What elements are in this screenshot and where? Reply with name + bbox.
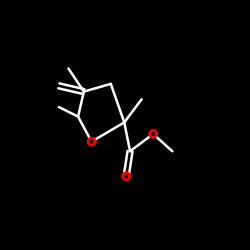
Polygon shape	[150, 130, 156, 138]
Polygon shape	[123, 173, 130, 180]
Polygon shape	[88, 138, 95, 145]
